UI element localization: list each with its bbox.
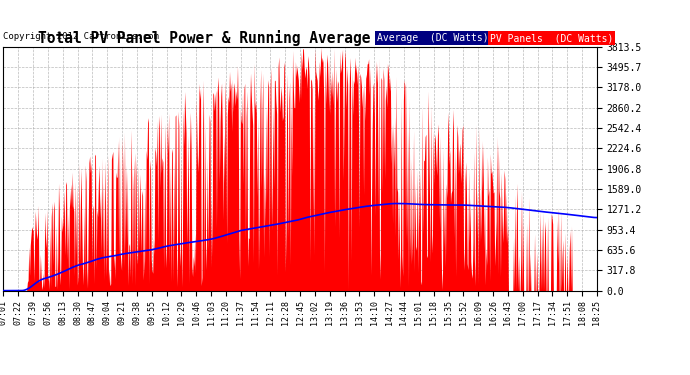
Title: Total PV Panel Power & Running Average Power Sun Oct 7 18:26: Total PV Panel Power & Running Average P… <box>38 30 562 46</box>
Text: PV Panels  (DC Watts): PV Panels (DC Watts) <box>490 33 613 44</box>
Text: Average  (DC Watts): Average (DC Watts) <box>377 33 489 44</box>
Text: Copyright 2012 Cartronics.com: Copyright 2012 Cartronics.com <box>3 32 159 41</box>
